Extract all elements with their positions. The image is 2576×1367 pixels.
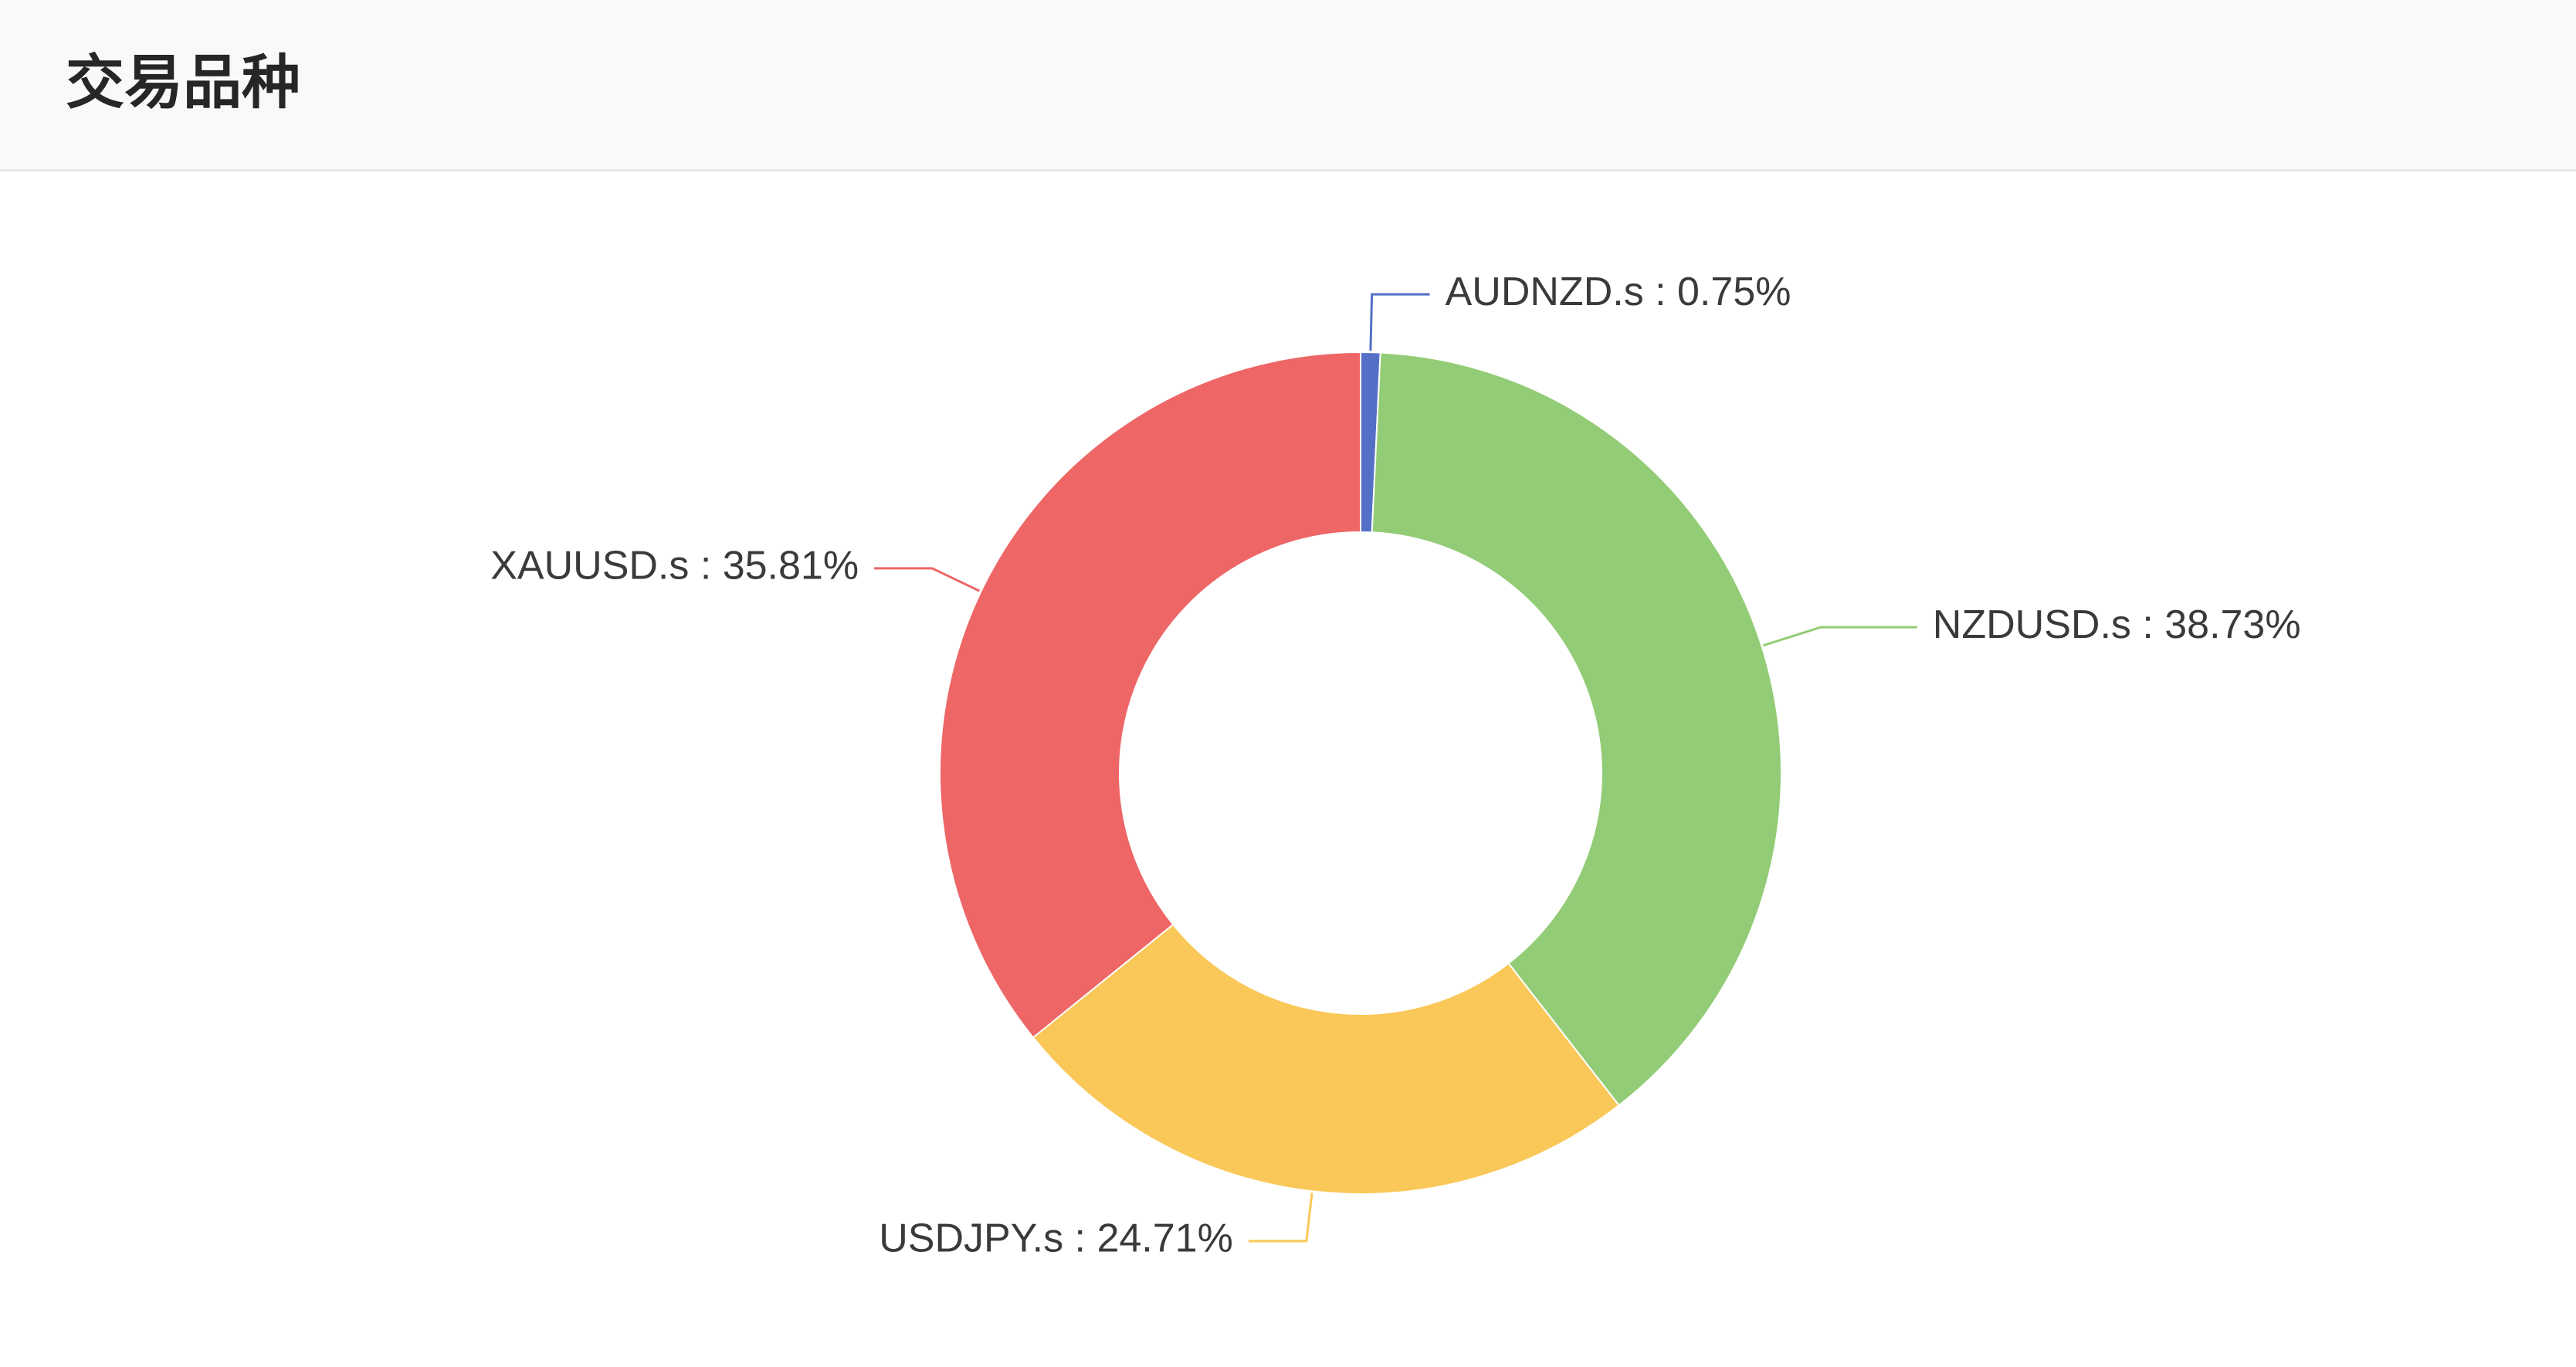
donut-chart: AUDNZD.s : 0.75% NZDUSD.s : 38.73% USDJPY.… bbox=[0, 171, 2576, 1367]
slice-label-audnzd-s: AUDNZD.s : 0.75% bbox=[1446, 270, 1791, 314]
slice-usdjpy-s[interactable] bbox=[1032, 923, 1620, 1195]
leader-line-xauusd-s bbox=[874, 567, 981, 592]
slice-label-usdjpy-s: USDJPY.s : 24.71% bbox=[879, 1216, 1233, 1261]
leader-line-usdjpy-s bbox=[1248, 1192, 1313, 1243]
slices-layer bbox=[939, 351, 1782, 1195]
slice-label-xauusd-s: XAUUSD.s : 35.81% bbox=[490, 544, 859, 589]
panel-header: 交易品种 bbox=[0, 0, 2576, 171]
panel-title: 交易品种 bbox=[66, 48, 300, 117]
labels-layer: AUDNZD.s : 0.75% NZDUSD.s : 38.73% USDJPY.… bbox=[490, 270, 2300, 1261]
slice-xauusd-s[interactable] bbox=[939, 351, 1361, 1039]
leader-line-audnzd-s bbox=[1369, 293, 1430, 351]
leader-line-nzdusd-s bbox=[1762, 626, 1917, 647]
leader-lines-layer bbox=[874, 293, 1917, 1243]
slice-label-nzdusd-s: NZDUSD.s : 38.73% bbox=[1933, 602, 2301, 647]
donut-chart-svg: AUDNZD.s : 0.75% NZDUSD.s : 38.73% USDJPY.… bbox=[490, 270, 2300, 1261]
slice-nzdusd-s[interactable] bbox=[1371, 351, 1782, 1107]
